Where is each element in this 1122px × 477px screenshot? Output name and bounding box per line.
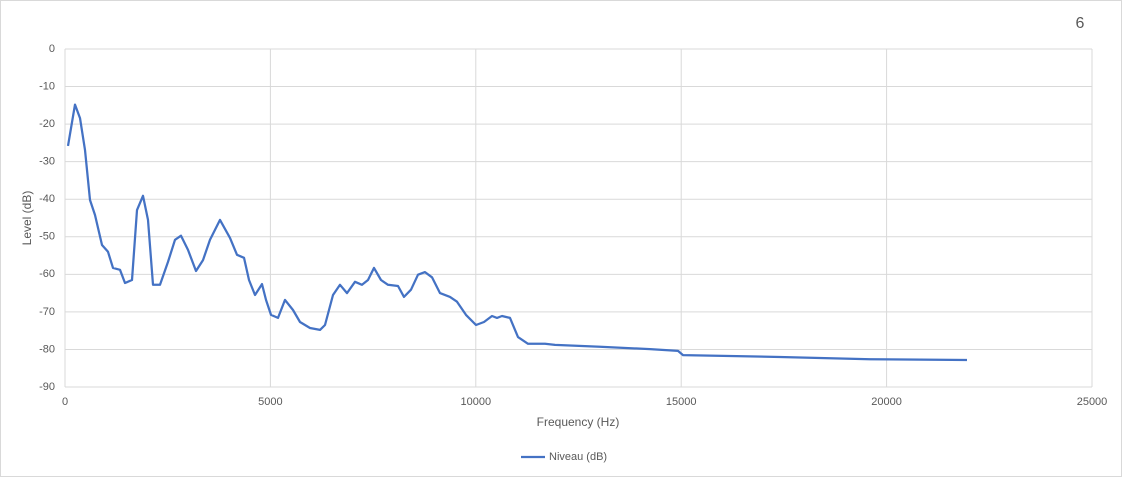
y-tick-label: -50 [39,231,55,243]
x-tick-label: 10000 [461,396,492,408]
y-tick-label: -10 [39,80,55,92]
y-tick-label: -60 [39,268,55,280]
chart-title: 6 [1076,15,1085,32]
y-tick-label: -20 [39,118,55,130]
x-tick-label: 25000 [1077,396,1108,408]
x-tick-label: 20000 [871,396,902,408]
y-tick-label: -80 [39,343,55,355]
x-tick-label: 0 [62,396,68,408]
y-axis-label: Level (dB) [20,191,34,246]
y-tick-label: -70 [39,306,55,318]
legend-label: Niveau (dB) [549,451,607,463]
x-axis-label: Frequency (Hz) [537,415,620,429]
y-tick-label: -90 [39,381,55,393]
x-tick-label: 15000 [666,396,697,408]
x-tick-label: 5000 [258,396,282,408]
y-tick-label: -40 [39,193,55,205]
data-line [66,103,968,362]
y-tick-label: 0 [49,43,55,55]
y-tick-label: -30 [39,156,55,168]
